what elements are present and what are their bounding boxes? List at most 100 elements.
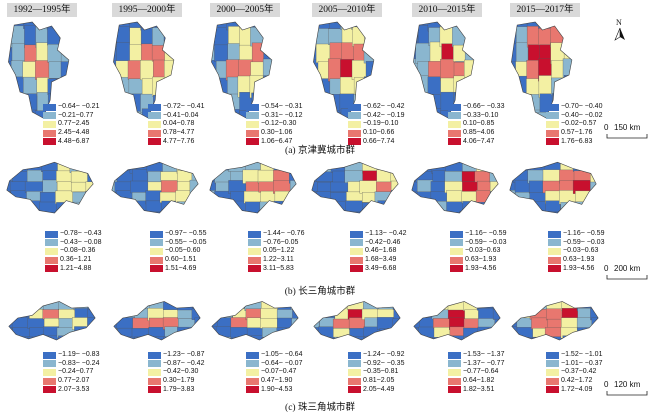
legend-swatch [45,230,58,238]
legend-swatch [348,129,361,137]
legend-label: −0.12~0.30 [261,120,297,128]
map-outline [313,21,375,119]
county-cell [364,335,380,340]
county-cell [591,301,599,310]
legend-label: −0.03~0.63 [465,247,501,255]
legend-swatch [548,239,561,247]
county-cell [394,326,401,339]
legend-item: 0.42~1.72 [546,377,598,386]
map-legend: −0.78~ −0.43 −0.43~ −0.08 −0.08~0.36 0.36~1… [45,230,101,273]
legend-swatch [43,360,56,368]
county-cell [433,318,451,329]
county-cell [528,44,541,63]
legend-swatch [548,247,561,255]
county-cell [289,191,297,204]
county-cell [60,42,69,65]
county-cell [416,110,432,118]
legend-label: 0.05~1.22 [263,247,295,255]
county-cell [59,28,69,46]
county-cell [0,346,16,356]
legend-label: −0.08~0.36 [60,247,96,255]
county-cell [190,162,199,172]
legend-item: 1.82~3.51 [448,385,500,394]
county-cell [152,76,168,97]
county-cell [392,336,401,340]
legend-item: 0.60~1.51 [150,256,202,265]
county-cell [74,326,90,339]
county-cell [313,95,320,112]
county-cell [274,77,290,97]
legend-label: −1.44~ −0.76 [263,230,305,238]
county-cell [515,42,529,65]
county-cell [465,27,474,46]
legend-swatch [248,239,261,247]
map-outline [413,21,475,119]
legend-label: −0.66~ −0.33 [463,103,505,111]
legend-label: −1.01~ −0.37 [561,359,603,367]
legend-item: −1.01~ −0.37 [546,360,602,369]
county-cell [176,61,191,78]
county-cell [85,181,94,193]
county-cell [332,318,352,329]
map-legend: −0.66~ −0.33 −0.33~0.10 0.10~0.85 0.85~4.06… [448,103,504,146]
county-cell [511,308,519,321]
legend-swatch [348,103,361,111]
county-cell [263,26,272,48]
legend-swatch [348,120,361,128]
legend-label: 0.57~1.76 [561,129,593,137]
legend-item: 2.05~4.49 [348,385,400,394]
county-cell [290,212,297,213]
choropleth-map [313,301,401,340]
legend-item: −1.52~ −1.01 [546,351,602,360]
legend-label: −0.07~0.47 [261,368,297,376]
county-cell [464,77,474,96]
legend-swatch [448,377,461,385]
county-cell [476,202,494,213]
county-cell [58,301,76,310]
map-legend: −1.13~ −0.42 −0.42~0.46 0.46~1.68 1.68~3.49… [350,230,406,273]
legend-item: −0.33~0.10 [448,112,500,121]
legend-label: 0.63~1.93 [465,256,497,264]
legend-label: −1.19~ −0.83 [58,351,100,359]
legend-swatch [546,129,559,137]
county-cell [416,212,434,213]
legend-item: 0.63~1.93 [548,256,600,265]
map-legend: −0.97~ −0.55 −0.55~ −0.05 −0.05~0.60 0.60~1… [150,230,206,273]
county-cell [334,336,350,340]
map-outline [113,301,201,341]
period-label: 2000—2005年 [210,3,280,17]
county-cell [89,327,96,338]
county-cell [411,211,420,213]
legend-swatch [45,256,58,264]
legend-item: 0.77~2.07 [43,377,95,386]
legend-label: −0.78~ −0.43 [60,230,102,238]
legend-label: 1.79~3.83 [163,385,195,393]
county-cell [511,43,518,64]
county-cell [572,162,594,172]
legend-label: 0.47~1.90 [261,377,293,385]
legend-swatch [248,256,261,264]
county-cell [117,94,131,113]
county-cell [213,94,231,113]
legend-label: 2.07~3.53 [58,385,90,393]
map-outline [313,301,401,341]
legend-swatch [148,120,161,128]
choropleth-map [511,301,599,340]
county-cell [211,108,217,118]
county-cell [146,162,164,173]
county-cell [575,43,589,63]
county-cell [318,301,336,312]
legend-item: −1.37~ −0.77 [448,360,504,369]
legend-item: 0.10~0.66 [348,129,400,138]
legend-label: −0.19~0.10 [363,120,399,128]
legend-label: 4.48~6.87 [58,137,90,145]
county-cell [114,211,136,213]
county-cell [509,201,518,213]
county-cell [263,75,272,98]
county-cell [56,202,74,213]
county-cell [419,346,435,357]
legend-swatch [43,103,56,111]
county-cell [331,211,349,213]
legend-label: 1.51~4.69 [165,264,197,272]
legend-label: −0.87~ −0.42 [163,359,205,367]
